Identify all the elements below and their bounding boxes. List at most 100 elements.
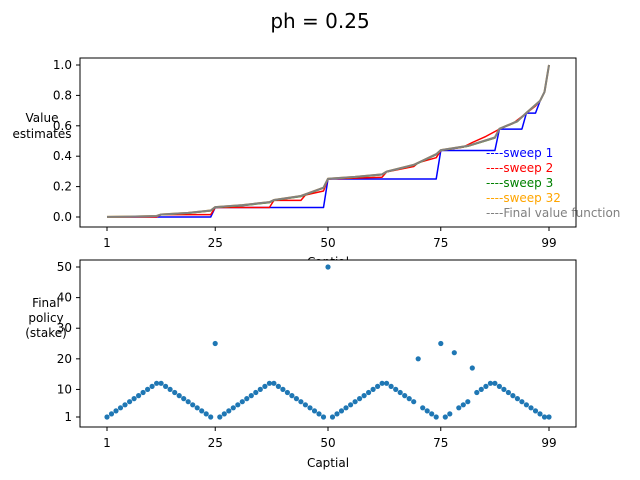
policy-point [262, 383, 268, 389]
policy-point [505, 389, 511, 396]
policy-point [257, 386, 263, 392]
final-policy-plot: 1 25 50 75 99 1 10 20 30 40 50 Final policy (stake)… [25, 259, 577, 470]
policy-point [474, 389, 480, 396]
policy-point [248, 393, 254, 399]
value-x-tick-label: 99 [541, 236, 556, 250]
policy-point [221, 411, 227, 417]
policy-point [302, 402, 308, 408]
policy-y-tick-label: 40 [57, 291, 72, 305]
policy-point [438, 340, 444, 347]
policy-y-label-line: (stake) [25, 326, 67, 340]
policy-point [429, 411, 435, 417]
policy-x-tick-label: 25 [208, 436, 223, 450]
policy-point [465, 399, 471, 405]
legend-entry: ----sweep 3 [486, 176, 553, 190]
value-y-label-line: Value [26, 111, 59, 125]
policy-point [424, 408, 430, 414]
policy-point [388, 383, 394, 389]
policy-point [253, 389, 259, 396]
policy-point [266, 380, 272, 386]
policy-point [167, 386, 173, 392]
policy-y-label-line: Final [32, 296, 60, 310]
legend-entry: ----sweep 32 [486, 191, 561, 205]
value-y-tick-label: 0.8 [53, 88, 72, 102]
policy-point [140, 389, 146, 396]
policy-point [311, 408, 318, 414]
value-y-label-line: estimates [12, 127, 71, 141]
policy-point [370, 386, 376, 392]
policy-x-tick-label: 50 [320, 436, 335, 450]
policy-point [136, 393, 142, 399]
policy-points [104, 264, 552, 420]
policy-point [384, 380, 390, 386]
policy-point [244, 396, 250, 402]
legend-entry: ----Final value function [486, 206, 620, 220]
policy-point [348, 402, 354, 408]
policy-point [361, 393, 367, 399]
policy-plot-frame [79, 259, 577, 428]
policy-point [492, 380, 498, 386]
legend-entry: ----sweep 1 [486, 146, 553, 160]
policy-y-tick-label: 50 [57, 260, 72, 274]
policy-point [307, 405, 313, 411]
value-x-tick-label: 50 [320, 236, 335, 250]
policy-point [113, 408, 119, 414]
policy-y-tick-label: 10 [57, 382, 72, 396]
policy-point [402, 393, 408, 399]
policy-point [122, 402, 128, 408]
policy-x-ticks: 1 25 50 75 99 [103, 427, 557, 450]
policy-point [352, 399, 358, 405]
value-lines [106, 64, 550, 218]
policy-point [483, 383, 489, 389]
policy-point [185, 399, 191, 405]
policy-point [271, 380, 277, 386]
policy-point [375, 383, 381, 389]
policy-point [393, 386, 399, 392]
value-legend: ----sweep 1----sweep 2----sweep 3----swe… [486, 146, 620, 220]
policy-point [460, 402, 466, 408]
value-y-ticks: 0.0 0.2 0.4 0.6 0.8 1.0 [53, 58, 80, 224]
policy-point [325, 264, 331, 270]
policy-point [176, 393, 182, 399]
policy-point [239, 399, 245, 405]
policy-point [172, 389, 178, 396]
policy-point [442, 414, 448, 420]
policy-point [546, 414, 552, 420]
policy-point [108, 411, 115, 417]
policy-point [514, 396, 521, 402]
value-y-axis-label: Value estimates [12, 111, 71, 141]
policy-point [406, 396, 412, 402]
policy-y-tick-label: 30 [57, 321, 72, 335]
policy-point [289, 393, 295, 399]
value-x-ticks: 1 25 50 75 99 [103, 227, 557, 250]
policy-point [217, 414, 223, 420]
policy-y-label-line: policy [28, 311, 63, 325]
policy-x-tick-label: 99 [541, 436, 556, 450]
policy-point [379, 380, 385, 386]
policy-point [478, 386, 484, 392]
value-x-tick-label: 75 [433, 236, 448, 250]
value-x-tick-label: 1 [103, 236, 111, 250]
value-y-tick-label: 0.0 [53, 210, 72, 224]
policy-point [163, 383, 169, 389]
policy-point [420, 405, 426, 411]
policy-point [280, 386, 286, 392]
policy-point [320, 414, 327, 420]
policy-point [275, 383, 281, 389]
policy-point [104, 414, 110, 420]
policy-point [433, 414, 439, 420]
value-y-tick-label: 0.4 [53, 149, 72, 163]
policy-point [447, 411, 453, 417]
policy-point [338, 408, 345, 414]
policy-y-tick-label: 1 [64, 410, 72, 424]
policy-point [528, 405, 534, 411]
policy-point [415, 356, 421, 362]
policy-point [523, 402, 530, 408]
policy-point [293, 396, 299, 402]
policy-point [397, 389, 403, 396]
legend-entry: ----sweep 2 [486, 161, 553, 175]
policy-point [208, 414, 214, 420]
policy-point [510, 393, 516, 399]
policy-point [329, 414, 336, 420]
